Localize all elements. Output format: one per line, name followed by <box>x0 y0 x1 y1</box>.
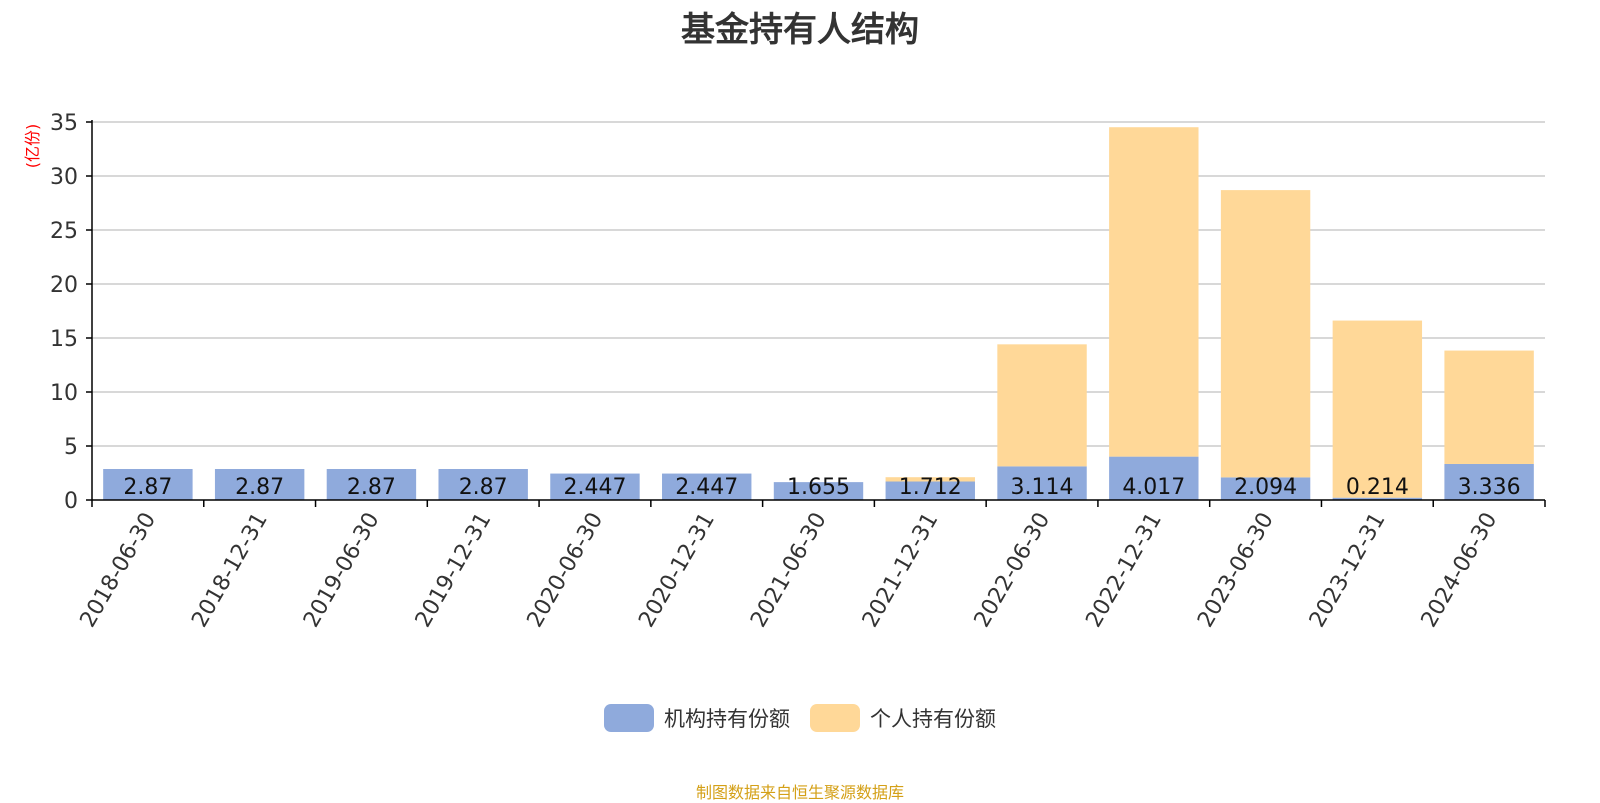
x-tick-label: 2024-06-30 <box>1417 509 1503 632</box>
y-tick-label: 30 <box>50 165 78 190</box>
bar-individual <box>1220 190 1311 478</box>
data-label-institutional: 2.87 <box>235 475 284 500</box>
data-label-institutional: 1.655 <box>787 475 850 500</box>
bar-institutional <box>326 469 417 500</box>
data-label-institutional: 2.87 <box>347 475 396 500</box>
x-tick-label: 2021-12-31 <box>858 509 944 632</box>
bar-institutional <box>550 473 640 500</box>
data-label-institutional: 2.094 <box>1234 475 1297 500</box>
x-tick-label: 2019-12-31 <box>411 509 497 632</box>
chart-plot: 0 5 10 15 20 25 30 35 (亿份) 2018-06-30 2018-12-31 20… <box>23 111 1546 632</box>
bar-institutional <box>885 481 975 500</box>
bar-institutional <box>773 482 864 500</box>
x-tick-label: 2018-06-30 <box>76 509 162 632</box>
data-label-institutional: 2.447 <box>563 475 626 500</box>
bar-institutional <box>662 473 752 500</box>
x-tick-label: 2020-06-30 <box>523 509 609 632</box>
data-label-institutional: 2.87 <box>459 475 508 500</box>
bar-individual <box>885 477 975 482</box>
y-tick-label: 5 <box>64 435 78 460</box>
bar-institutional <box>214 469 305 500</box>
x-tick-label: 2021-06-30 <box>746 509 832 632</box>
y-tick-label: 10 <box>50 381 78 406</box>
chart-title: 基金持有人结构 <box>681 10 919 50</box>
y-tick-label: 0 <box>64 489 78 514</box>
bar-institutional <box>1109 456 1199 500</box>
x-tick-label: 2019-06-30 <box>299 509 385 632</box>
y-axis-label: (亿份) <box>23 124 42 169</box>
legend-label-individual: 个人持有份额 <box>870 707 996 731</box>
data-label-institutional: 2.87 <box>123 475 172 500</box>
legend-item-individual[interactable]: 个人持有份额 <box>810 703 996 733</box>
bar-individual <box>1444 350 1534 464</box>
bar-individual <box>997 344 1087 467</box>
bar-institutional <box>103 469 193 500</box>
x-tick-label: 2023-06-30 <box>1193 509 1279 632</box>
data-label-institutional: 0.214 <box>1346 475 1409 500</box>
legend: 机构持有份额 个人持有份额 <box>0 703 1600 733</box>
bar-institutional <box>438 469 528 500</box>
data-label-institutional: 4.017 <box>1122 475 1185 500</box>
bar-individual <box>1109 127 1199 457</box>
data-label-institutional: 1.712 <box>899 475 962 500</box>
y-tick-label: 20 <box>50 273 78 298</box>
y-tick-label: 15 <box>50 327 78 352</box>
bar-institutional <box>1332 497 1423 500</box>
legend-item-institutional[interactable]: 机构持有份额 <box>604 703 790 733</box>
y-tick-label: 25 <box>50 219 78 244</box>
data-label-institutional: 3.336 <box>1458 475 1521 500</box>
x-tick-label: 2023-12-31 <box>1305 509 1391 632</box>
y-tick-label: 35 <box>50 111 78 136</box>
x-tick-label: 2020-12-31 <box>634 509 720 632</box>
data-label-institutional: 2.447 <box>675 475 738 500</box>
legend-swatch-individual <box>810 704 860 732</box>
bar-individual <box>1332 320 1423 498</box>
source-note: 制图数据来自恒生聚源数据库 <box>695 783 904 802</box>
x-tick-label: 2018-12-31 <box>187 509 273 632</box>
x-tick-label: 2022-06-30 <box>970 509 1056 632</box>
bar-institutional <box>1220 477 1311 500</box>
bar-institutional <box>1444 463 1534 500</box>
legend-label-institutional: 机构持有份额 <box>664 707 790 731</box>
legend-swatch-institutional <box>604 704 654 732</box>
bar-institutional <box>997 466 1087 500</box>
x-tick-label: 2022-12-31 <box>1081 509 1167 632</box>
data-label-institutional: 3.114 <box>1011 475 1074 500</box>
